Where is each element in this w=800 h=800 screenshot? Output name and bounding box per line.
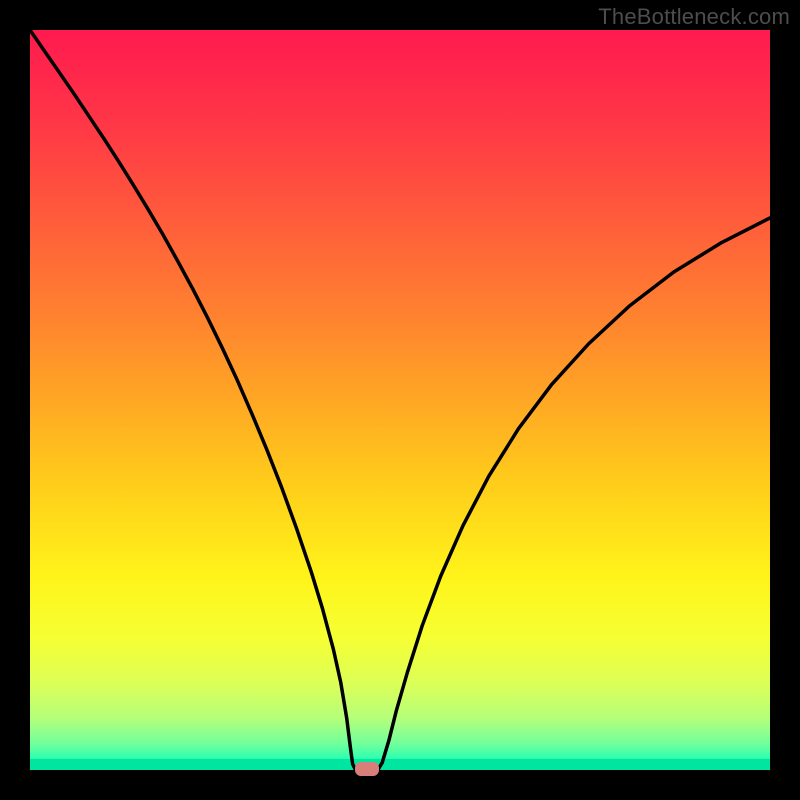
watermark-text: TheBottleneck.com (598, 4, 790, 30)
plot-area (30, 30, 770, 770)
chart-root: TheBottleneck.com (0, 0, 800, 800)
green-baseline-band (30, 759, 770, 770)
chart-background (0, 0, 800, 800)
